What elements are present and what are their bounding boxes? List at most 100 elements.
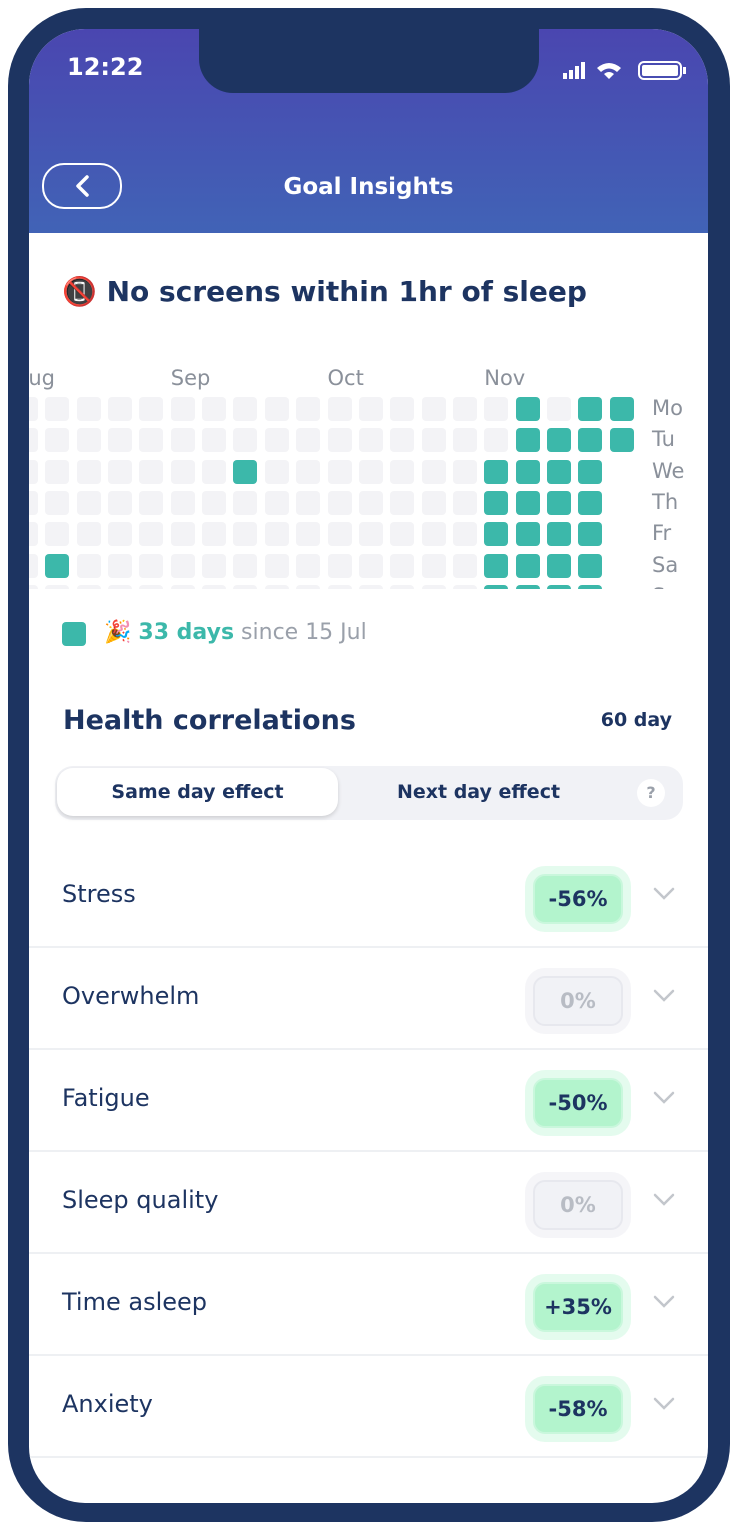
back-button[interactable] <box>42 163 122 209</box>
day-cell <box>327 459 352 484</box>
period[interactable]: 60 day <box>600 709 672 731</box>
day-cell <box>484 522 509 547</box>
correlation-row[interactable]: Fatigue -50% <box>29 1050 708 1152</box>
day-cell <box>327 522 352 547</box>
month-label: Sep <box>170 366 211 390</box>
day-label: Sa <box>652 552 679 577</box>
day-cell <box>139 584 164 589</box>
day-cell <box>76 553 101 578</box>
day-cell <box>139 522 164 547</box>
day-cell <box>296 553 321 578</box>
value-pill: -56% <box>533 874 623 924</box>
day-cell <box>327 490 352 515</box>
day-cell <box>515 553 540 578</box>
day-label: Su <box>652 584 679 589</box>
day-cell <box>202 459 227 484</box>
tab-bar: Same day effect Next day effect ? <box>55 766 683 820</box>
day-cell <box>108 459 133 484</box>
day-cell <box>358 584 383 589</box>
day-cell <box>327 584 352 589</box>
correlation-row[interactable]: Stress -56% <box>29 846 708 948</box>
separator <box>29 1150 708 1152</box>
day-cell <box>76 428 101 453</box>
day-cell <box>546 459 571 484</box>
correlation-row[interactable]: Sleep quality 0% <box>29 1152 708 1254</box>
row-label: Overwhelm <box>62 982 200 1010</box>
row-label: Stress <box>62 880 136 908</box>
correlation-row[interactable]: Overwhelm 0% <box>29 948 708 1050</box>
row-label: Time asleep <box>62 1288 208 1316</box>
day-cell <box>233 459 258 484</box>
day-cell <box>515 584 540 589</box>
tab-active[interactable]: Same day effect <box>57 768 338 816</box>
separator <box>29 1252 708 1254</box>
separator <box>29 1354 708 1356</box>
day-cell <box>609 397 634 421</box>
tab[interactable]: Next day effect <box>396 781 561 803</box>
day-cell <box>390 490 415 515</box>
day-label: Fr <box>652 521 672 546</box>
day-cell <box>296 490 321 515</box>
header-title: Goal Insights <box>283 174 454 200</box>
day-cell <box>358 428 383 453</box>
day-cell <box>452 459 477 484</box>
day-cell <box>202 584 227 589</box>
day-cell <box>45 584 70 589</box>
correlation-row[interactable]: Anxiety -58% <box>29 1356 708 1458</box>
day-cell <box>45 490 70 515</box>
day-cell <box>358 459 383 484</box>
day-cell <box>452 397 477 421</box>
day-cell <box>452 522 477 547</box>
day-cell <box>296 584 321 589</box>
day-cell <box>390 522 415 547</box>
day-cell <box>29 522 38 547</box>
day-cell <box>233 553 258 578</box>
day-cell <box>233 428 258 453</box>
day-cell <box>296 397 321 421</box>
day-cell <box>390 397 415 421</box>
day-cell <box>515 397 540 421</box>
correlation-row[interactable]: Time asleep +35% <box>29 1254 708 1356</box>
legend-swatch <box>62 622 86 646</box>
notch <box>199 29 539 93</box>
expand-chevron <box>653 886 675 900</box>
day-cell <box>452 490 477 515</box>
day-cell <box>546 428 571 453</box>
separator <box>29 946 708 948</box>
row-label: Sleep quality <box>62 1186 219 1214</box>
row-label: Fatigue <box>62 1084 150 1112</box>
day-cell <box>139 490 164 515</box>
day-cell <box>76 459 101 484</box>
value-pill: -58% <box>533 1384 623 1434</box>
day-cell <box>170 397 195 421</box>
day-cell <box>390 553 415 578</box>
day-cell <box>296 522 321 547</box>
day-cell <box>390 459 415 484</box>
day-cell <box>108 584 133 589</box>
day-cell <box>202 490 227 515</box>
day-cell <box>546 584 571 589</box>
month-label: Aug <box>29 366 56 390</box>
help-button[interactable]: ? <box>637 779 665 807</box>
day-cell <box>45 459 70 484</box>
day-label: Mo <box>652 396 683 420</box>
day-cell <box>108 397 133 421</box>
day-cell <box>264 522 289 547</box>
expand-chevron <box>653 988 675 1002</box>
status-icons <box>563 61 686 80</box>
day-label: We <box>652 458 685 483</box>
day-cell <box>296 459 321 484</box>
legend: 🎉 33 days since 15 Jul <box>104 620 367 645</box>
day-cell <box>546 553 571 578</box>
day-cell <box>45 522 70 547</box>
day-cell <box>358 490 383 515</box>
calendar: Aug Sep Oct Nov Mo Tu We Th Fr Sa Su <box>29 329 708 589</box>
correlation-list: Stress -56% Overwhelm 0% Fatigue -50% Sleep qu… <box>29 846 708 1466</box>
day-cell <box>358 553 383 578</box>
day-cell <box>578 522 603 547</box>
day-cell <box>609 428 634 453</box>
row-label: Anxiety <box>62 1390 153 1418</box>
day-cell <box>264 459 289 484</box>
day-cell <box>484 459 509 484</box>
